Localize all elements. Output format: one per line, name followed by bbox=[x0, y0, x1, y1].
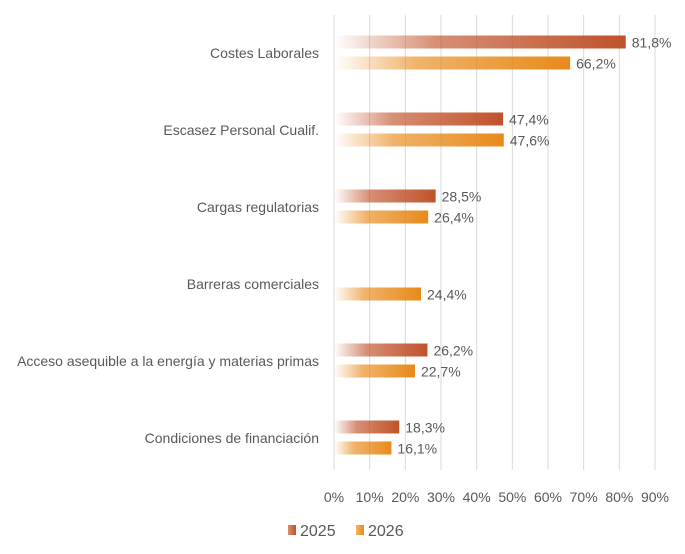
bar-2026 bbox=[334, 56, 571, 70]
data-label: 24,4% bbox=[427, 287, 467, 303]
x-tick-label: 0% bbox=[324, 489, 344, 505]
data-label: 66,2% bbox=[576, 56, 616, 72]
category-label: Condiciones de financiación bbox=[145, 430, 319, 446]
data-label: 28,5% bbox=[442, 189, 482, 205]
category-label: Costes Laborales bbox=[210, 45, 319, 61]
legend-label: 2025 bbox=[300, 523, 336, 540]
data-label: 47,4% bbox=[509, 112, 549, 128]
bar-2026 bbox=[334, 287, 422, 301]
legend-swatch-2025 bbox=[288, 525, 296, 535]
legend-swatch-2026 bbox=[356, 525, 364, 535]
bar-2026 bbox=[334, 441, 392, 455]
x-tick-label: 90% bbox=[641, 489, 669, 505]
data-label: 16,1% bbox=[397, 441, 437, 457]
bar-2025 bbox=[334, 420, 400, 434]
x-tick-label: 30% bbox=[427, 489, 455, 505]
bar-2026 bbox=[334, 210, 429, 224]
bar-2025 bbox=[334, 112, 504, 126]
category-label: Acceso asequible a la energía y materias… bbox=[17, 353, 319, 369]
legend-label: 2026 bbox=[368, 523, 404, 540]
bar-2026 bbox=[334, 364, 415, 378]
bar-2025 bbox=[334, 189, 436, 203]
x-tick-label: 60% bbox=[534, 489, 562, 505]
data-label: 81,8% bbox=[632, 35, 672, 51]
bar-2025 bbox=[334, 343, 428, 357]
x-tick-label: 80% bbox=[605, 489, 633, 505]
category-label: Barreras comerciales bbox=[187, 276, 319, 292]
category-label: Cargas regulatorias bbox=[197, 199, 319, 215]
x-tick-label: 10% bbox=[356, 489, 384, 505]
x-tick-label: 70% bbox=[570, 489, 598, 505]
bar-2025 bbox=[334, 35, 626, 49]
data-label: 47,6% bbox=[510, 133, 550, 149]
data-label: 26,2% bbox=[433, 343, 473, 359]
data-label: 22,7% bbox=[421, 364, 461, 380]
bar-2026 bbox=[334, 133, 504, 147]
category-label: Escasez Personal Cualif. bbox=[163, 122, 319, 138]
x-tick-label: 50% bbox=[498, 489, 526, 505]
data-label: 26,4% bbox=[434, 210, 474, 226]
data-label: 18,3% bbox=[405, 420, 445, 436]
x-tick-label: 40% bbox=[463, 489, 491, 505]
x-tick-label: 20% bbox=[391, 489, 419, 505]
